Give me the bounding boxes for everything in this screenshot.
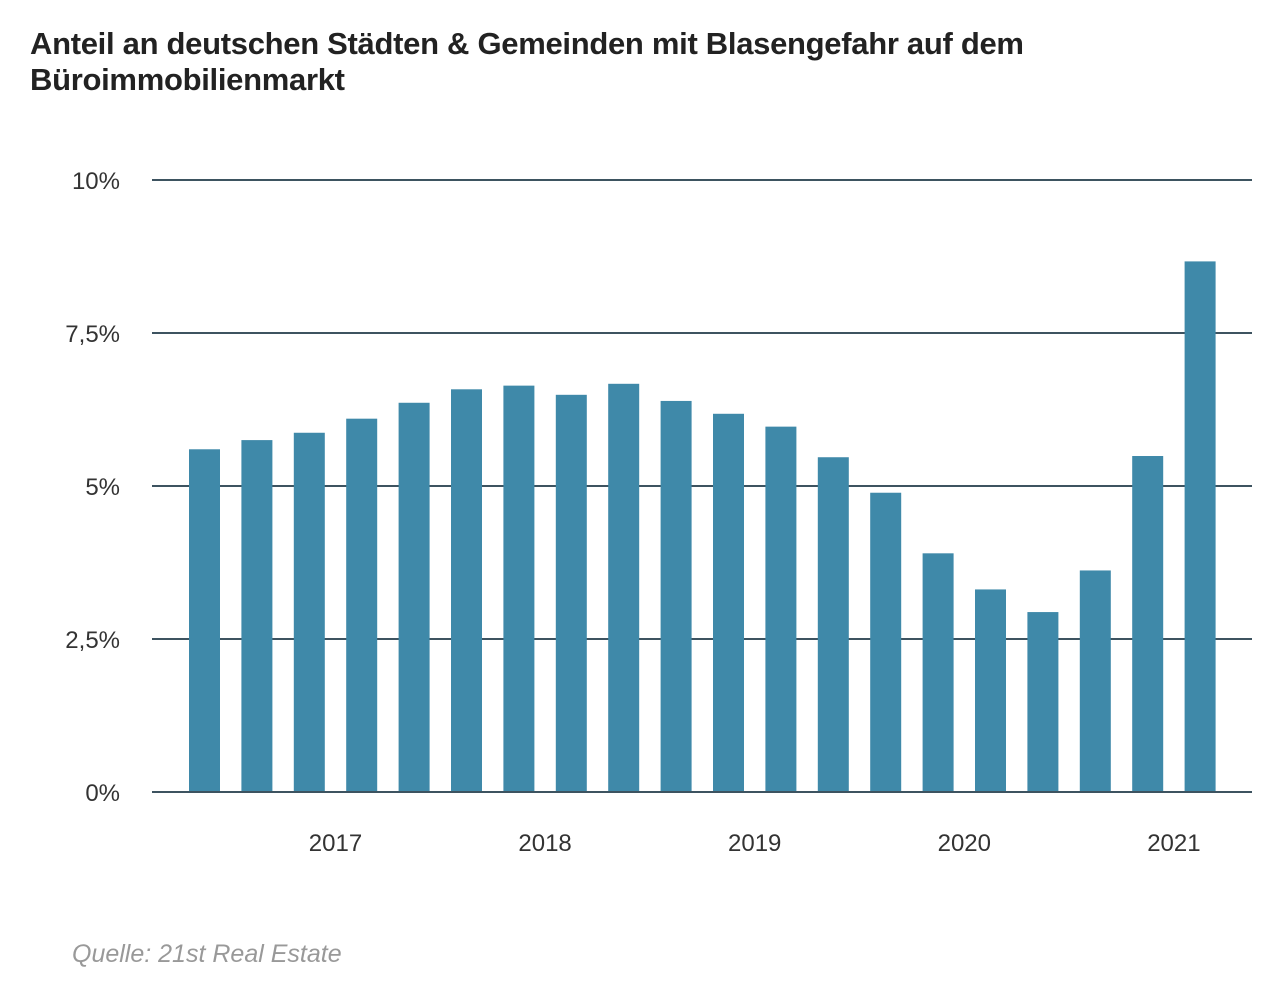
x-axis-tick-labels: 2017 2018 2019 2020 2021	[309, 830, 1201, 857]
bar	[608, 383, 640, 792]
bar	[346, 418, 378, 792]
bar	[1184, 261, 1216, 792]
bar	[975, 589, 1006, 792]
bar	[189, 449, 220, 792]
y-tick-label: 10%	[72, 168, 120, 195]
bar	[922, 553, 954, 792]
bar	[398, 402, 430, 792]
bar	[555, 394, 587, 792]
bar	[817, 457, 849, 792]
y-axis-tick-labels: 0% 2,5% 5% 7,5% 10%	[65, 168, 120, 807]
x-tick-label: 2017	[309, 830, 362, 857]
source-note: Quelle: 21st Real Estate	[72, 940, 342, 968]
y-tick-label: 0%	[85, 780, 120, 807]
x-tick-label: 2021	[1147, 830, 1200, 857]
bar	[713, 413, 744, 792]
bar	[1132, 456, 1164, 792]
bar	[870, 492, 902, 792]
x-tick-label: 2018	[518, 830, 571, 857]
bar	[293, 432, 325, 792]
bar	[241, 440, 273, 792]
chart-title: Anteil an deutschen Städten & Gemeinden …	[30, 26, 1024, 97]
x-tick-label: 2020	[938, 830, 991, 857]
x-tick-label: 2019	[728, 830, 781, 857]
bar	[451, 389, 482, 792]
bars	[152, 261, 1252, 793]
bar	[503, 385, 535, 792]
bar	[765, 426, 797, 792]
y-tick-label: 7,5%	[65, 321, 120, 348]
bar	[1027, 612, 1059, 792]
y-tick-label: 2,5%	[65, 627, 120, 654]
bar	[660, 400, 692, 792]
y-tick-label: 5%	[85, 474, 120, 501]
bar	[1079, 570, 1111, 792]
